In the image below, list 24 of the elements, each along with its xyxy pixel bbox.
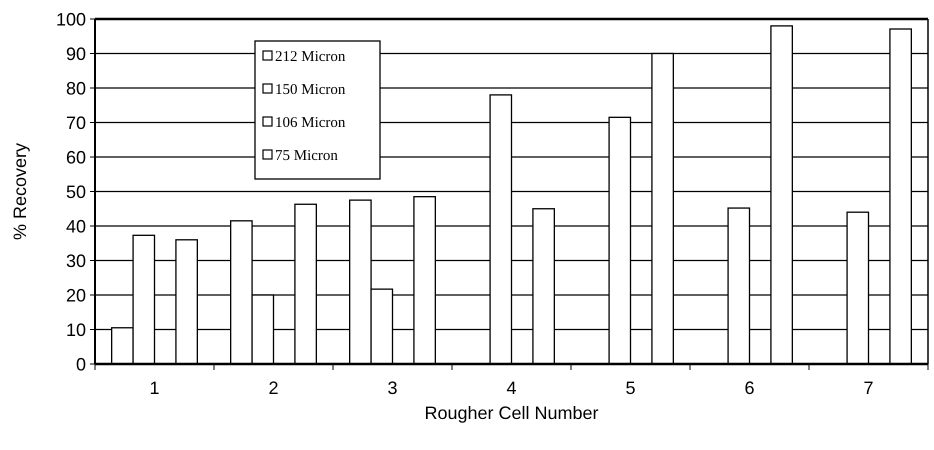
y-tick-label: 90	[66, 44, 86, 64]
x-tick-label: 3	[387, 378, 398, 398]
legend-label: 212 Micron	[275, 49, 346, 65]
legend-label: 150 Micron	[275, 82, 346, 98]
x-tick-label: 6	[744, 378, 755, 398]
y-axis-title: % Recovery	[10, 142, 30, 240]
y-tick-label: 0	[76, 354, 86, 374]
x-tick-label: 4	[506, 378, 517, 398]
y-tick-label: 70	[66, 112, 86, 133]
y-tick-label: 40	[66, 216, 86, 236]
x-axis-title: Rougher Cell Number	[424, 403, 599, 423]
y-tick-label: 100	[56, 9, 86, 30]
legend-label: 106 Micron	[275, 115, 346, 131]
y-tick-label: 80	[66, 78, 86, 98]
x-tick-label: 2	[268, 378, 279, 398]
y-tick-label: 60	[66, 147, 86, 168]
legend-label: 75 Micron	[275, 148, 338, 164]
x-tick-label: 5	[625, 378, 636, 398]
y-tick-label: 50	[66, 182, 86, 202]
x-tick-label: 7	[863, 378, 874, 398]
y-tick-label: 30	[66, 250, 86, 271]
y-tick-label: 20	[66, 285, 86, 306]
x-tick-label: 1	[149, 378, 160, 398]
y-tick-label: 10	[66, 320, 86, 340]
